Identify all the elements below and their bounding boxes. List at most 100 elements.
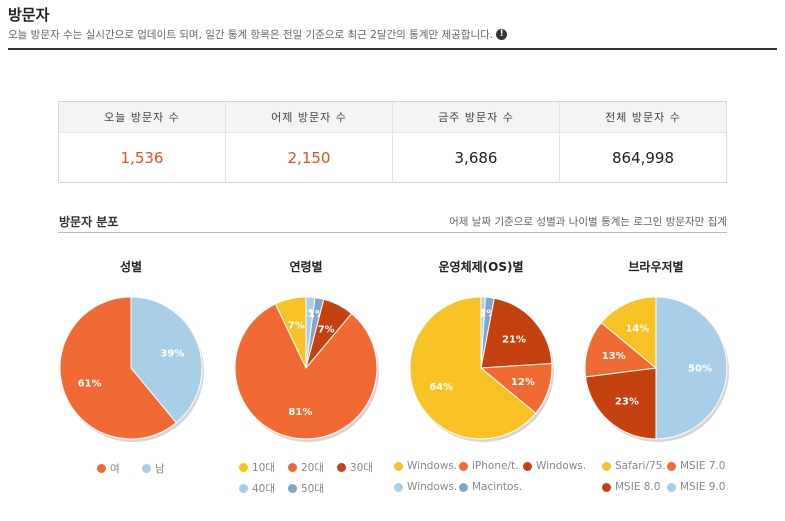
stat-value: 2,150: [287, 149, 331, 167]
pie-slice-label: 1%: [308, 309, 325, 320]
pie-slice-label: 64%: [429, 382, 453, 393]
pie-slice-label: 2%: [479, 309, 496, 320]
pie-slice[interactable]: [655, 296, 728, 440]
page-subtitle: 오늘 방문자 수는 실시간으로 업데이트 되며, 일간 통계 항목은 전일 기준…: [8, 27, 508, 42]
legend-label: iPhone/t.: [472, 460, 519, 472]
legend-label: 30대: [350, 462, 374, 474]
stat-yesterday: 어제 방문자 수 2,150: [226, 102, 393, 182]
pie-slice[interactable]: [130, 296, 203, 424]
legend-swatch: [523, 461, 532, 471]
legend-label: Windows.: [407, 481, 458, 493]
pie-slice-label: 81%: [288, 407, 312, 418]
stat-week: 금주 방문자 수 3,686: [393, 102, 560, 182]
legend-label: 10대: [252, 462, 276, 474]
page-title: 방문자: [8, 6, 50, 24]
legend-label: MSIE 7.0: [680, 460, 726, 472]
pie-slice-label: 12%: [511, 377, 535, 388]
pie-slice-label: 14%: [625, 324, 649, 335]
pie-slice-label: 21%: [502, 334, 526, 345]
legend-item: Windows.: [394, 481, 457, 493]
legend-swatch: [288, 484, 297, 493]
legend-item: 10대: [239, 460, 275, 475]
stat-label: 전체 방문자 수: [560, 102, 726, 133]
legend-swatch: [459, 482, 468, 492]
stat-value: 3,686: [454, 149, 498, 167]
pie-slice-label: 23%: [615, 397, 639, 408]
stat-today: 오늘 방문자 수 1,536: [59, 102, 226, 182]
stat-label: 어제 방문자 수: [226, 102, 392, 133]
legend-item: Windows.: [394, 460, 457, 472]
legend-label: 여: [110, 463, 120, 475]
legend-item: Macintos.: [459, 481, 522, 493]
distribution-note: 어제 날짜 기준으로 성별과 나이별 통계는 로그인 방문자만 집계: [449, 216, 727, 228]
legend-swatch: [602, 461, 611, 471]
stats-table: 오늘 방문자 수 1,536 어제 방문자 수 2,150 금주 방문자 수 3…: [58, 101, 727, 183]
pie-slice[interactable]: [234, 303, 378, 440]
pie-slice[interactable]: [59, 296, 177, 440]
legend-item: 30대: [337, 460, 373, 475]
distribution-divider: [58, 232, 727, 233]
chart-title: 연령별: [289, 260, 323, 274]
legend-item: 40대: [239, 481, 275, 496]
legend-swatch: [394, 461, 403, 471]
legend-label: 남: [155, 463, 165, 475]
header-divider: [8, 48, 777, 50]
pie-os: 1%2% 21% 12% 64%: [409, 296, 554, 442]
legend-item: MSIE 9.0: [667, 481, 726, 493]
stat-value: 1,536: [120, 149, 164, 167]
legend-label: MSIE 9.0: [680, 481, 726, 493]
pie-slice[interactable]: [584, 322, 658, 378]
stat-label: 오늘 방문자 수: [59, 102, 225, 133]
legend-item: iPhone/t.: [459, 460, 518, 472]
legend-swatch: [337, 463, 346, 472]
chart-age: 연령별 2% 1% 7% 81% 7%: [218, 258, 394, 456]
subtitle-text: 오늘 방문자 수는 실시간으로 업데이트 되며, 일간 통계 항목은 전일 기준…: [8, 29, 494, 41]
pie-slice[interactable]: [274, 296, 307, 369]
legend-swatch: [142, 464, 151, 473]
pie-age: 2%1%7%81%7%: [234, 296, 379, 442]
pie-slice-label: 50%: [688, 364, 712, 375]
legend-swatch: [459, 461, 468, 471]
legend-item: 20대: [288, 460, 324, 475]
chart-title: 성별: [119, 260, 143, 274]
pie-slice-label: 1%: [474, 308, 491, 319]
pie-slice-label: 13%: [602, 351, 626, 362]
legend-label: Windows.: [536, 460, 587, 472]
pie-slice-label: 7%: [288, 321, 305, 332]
pie-gender: 39% 61%: [59, 296, 204, 442]
stat-value: 864,998: [611, 149, 675, 167]
legend-swatch: [239, 463, 248, 472]
legend-label: Macintos.: [472, 481, 523, 493]
legend-item: 남: [142, 461, 165, 476]
pie-slice[interactable]: [409, 296, 537, 440]
legend-swatch: [602, 482, 611, 492]
legend-swatch: [667, 482, 676, 492]
legend-item: Safari/75.: [602, 460, 666, 472]
legend-item: MSIE 8.0: [602, 481, 661, 493]
legend-swatch: [667, 461, 676, 471]
pie-slice-label: 61%: [78, 378, 102, 389]
legend-label: 40대: [252, 483, 276, 495]
chart-gender: 성별 39% 61%: [43, 258, 219, 456]
legend-swatch: [288, 463, 297, 472]
legend-swatch: [97, 464, 106, 473]
legend-swatch: [394, 482, 403, 492]
legend-item: Windows.: [523, 460, 586, 472]
pie-slice[interactable]: [600, 296, 657, 370]
legend-label: 50대: [301, 483, 325, 495]
legend-item: 50대: [288, 481, 324, 496]
pie-slice-label: 7%: [318, 324, 335, 335]
legend-label: Windows.: [407, 460, 458, 472]
pie-slice-label: 39%: [160, 349, 184, 360]
legend-swatch: [239, 484, 248, 493]
legend-item: 여: [97, 461, 120, 476]
legend-item: MSIE 7.0: [667, 460, 726, 472]
legend-label: 20대: [301, 462, 325, 474]
info-icon[interactable]: !: [496, 29, 508, 40]
pie-slice[interactable]: [585, 367, 657, 440]
distribution-title: 방문자 분포: [59, 215, 119, 229]
stat-total: 전체 방문자 수 864,998: [560, 102, 726, 182]
pie-slice[interactable]: [480, 297, 553, 369]
pie-slice-label: 2%: [301, 308, 318, 319]
